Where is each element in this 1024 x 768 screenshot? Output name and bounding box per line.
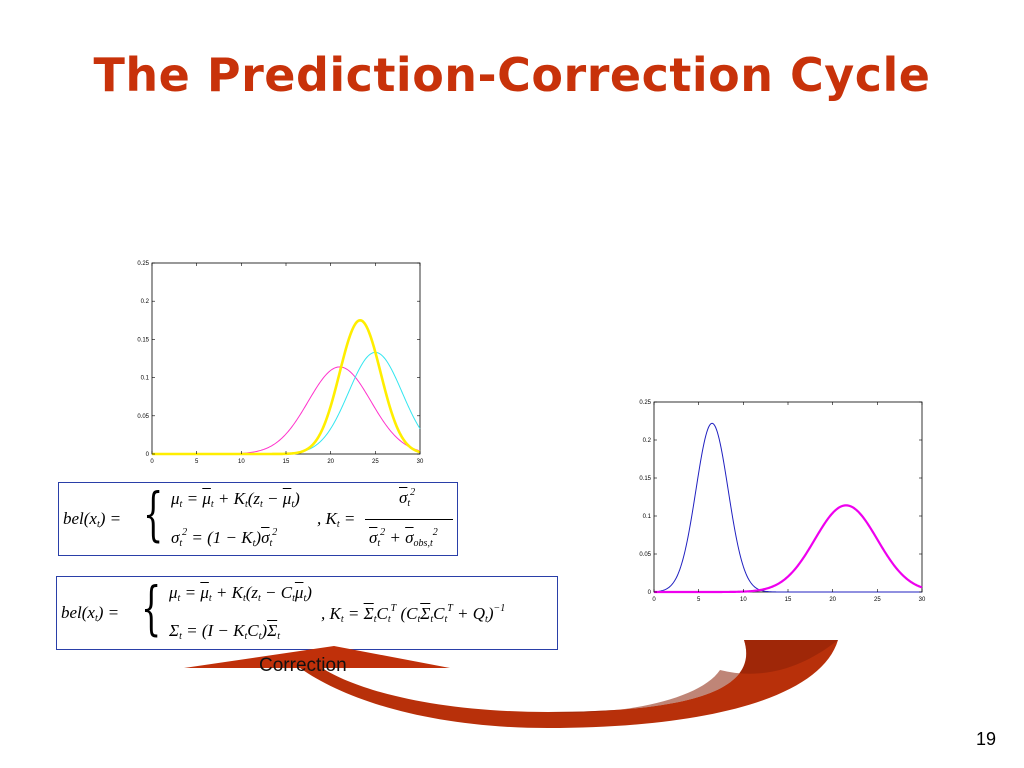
prediction-x-tick-label: 25 [372,459,379,465]
eq2-brace: { [141,574,162,642]
correction-equation-general: bel(xt) = { μt = μt + Kt(zt − Ctμt) Σt =… [56,576,558,650]
measurement-y-tick-label: 0.2 [643,438,652,444]
prediction-x-tick-label: 20 [327,459,334,465]
eq1-gain-lhs: , Kt = [317,509,356,530]
measurement-y-tick-label: 0.05 [639,552,651,558]
measurement-y-tick-label: 0.1 [643,514,652,520]
prediction-plot-svg: 0 5 10 15 20 25 30 0 0.05 0.1 0.15 0.2 0.25 [137,261,424,465]
measurement-x-tick-label: 15 [785,597,792,603]
correction-arrow-body [300,640,838,728]
page-number: 19 [975,729,996,749]
eq1-gain-num: σt2 [399,487,416,509]
prediction-y-tick-label: 0.15 [137,337,149,343]
measurement-x-tick-label: 5 [697,597,701,603]
eq2-sigma-line: Σt = (I − KtCt)Σt [169,621,280,642]
eq1-sigma-line: σt2 = (1 − Kt)σt2 [171,527,278,549]
prediction-y-tick-label: 0.1 [141,376,150,382]
measurement-x-tick-label: 30 [919,597,926,603]
measurement-plot-svg: 0 5 10 15 20 25 30 0 0.05 0.1 0.15 0.2 0.25 [639,400,926,603]
measurement-plot: 0 5 10 15 20 25 30 0 0.05 0.1 0.15 0.2 0.25 [630,394,930,608]
prediction-x-tick-label: 5 [195,459,199,465]
correction-label: Correction [259,655,347,676]
prediction-plot: 0 5 10 15 20 25 30 0 0.05 0.1 0.15 0.2 0.25 [128,255,428,470]
prediction-x-tick-label: 15 [283,459,290,465]
prediction-y-tick-label: 0.2 [141,299,150,305]
prediction-x-tick-label: 30 [417,459,424,465]
prediction-y-tick-label: 0 [146,452,150,458]
prediction-x-tick-label: 10 [238,459,245,465]
measurement-x-tick-label: 25 [874,597,881,603]
eq1-mu-line: μt = μt + Kt(zt − μt) [171,489,300,510]
eq2-gain: , Kt = ΣtCtT (CtΣtCtT + Qt)−1 [321,603,506,625]
eq1-brace: { [143,480,164,548]
measurement-y-tick-label: 0.15 [639,476,651,482]
eq1-fraction-bar [365,519,453,520]
measurement-x-tick-label: 0 [652,597,656,603]
measurement-x-tick-label: 20 [829,597,836,603]
eq1-lhs: bel(xt) = [63,509,122,530]
eq2-mu-line: μt = μt + Kt(zt − Ctμt) [169,583,312,604]
measurement-y-tick-label: 0.25 [639,400,651,406]
measurement-plot-frame [653,401,923,593]
slide-title: The Prediction-Correction Cycle [93,48,931,102]
eq1-gain-den: σt2 + σobs,t2 [369,527,438,549]
correction-arrow-body-shade [548,640,838,713]
eq2-lhs: bel(xt) = [61,603,120,624]
prediction-x-tick-label: 0 [150,459,154,465]
prediction-y-tick-label: 0.25 [137,261,149,267]
prediction-plot-frame [151,262,421,455]
measurement-y-tick-label: 0 [648,590,652,596]
measurement-x-tick-label: 10 [740,597,747,603]
correction-equation-1d: bel(xt) = { μt = μt + Kt(zt − μt) σt2 = … [58,482,458,556]
prediction-y-tick-label: 0.05 [137,414,149,420]
